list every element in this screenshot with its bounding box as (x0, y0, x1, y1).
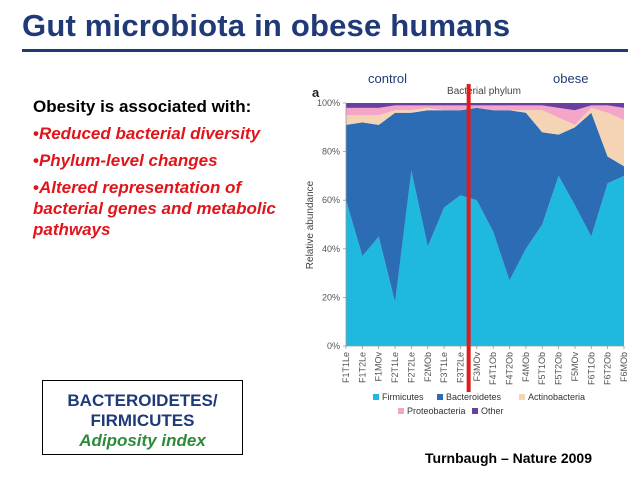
control-label: control (368, 71, 408, 86)
x-tick-label: F1T2Le (357, 352, 367, 383)
x-tick-label: F3T2Le (456, 352, 466, 383)
y-tick-label: 20% (322, 292, 340, 302)
bullet-dot: • (33, 178, 39, 197)
x-tick-label: F2T2Le (406, 352, 416, 383)
slide-title: Gut microbiota in obese humans (22, 8, 511, 43)
bullet-dot: • (33, 151, 39, 170)
x-tick-label: F4T1Ob (488, 352, 498, 385)
x-tick-label: F5T2Ob (554, 352, 564, 385)
legend-swatch-bacteroidetes (437, 394, 443, 400)
adiposity-index-box: BACTEROIDETES/ FIRMICUTES Adiposity inde… (42, 380, 243, 455)
y-tick-label: 100% (317, 98, 340, 108)
box-line-adiposity: Adiposity index (79, 431, 206, 450)
legend-swatch-proteobacteria (398, 408, 404, 414)
series-area-other (346, 103, 624, 111)
x-tick-label: F6T1Ob (586, 352, 596, 385)
obese-label: obese (553, 71, 589, 86)
x-tick-label: F6MOb (619, 352, 629, 382)
y-axis-label: Relative abundance (305, 180, 316, 269)
chart-title: Bacterial phylum (447, 86, 521, 97)
bullet-text: Altered representation of bacterial gene… (33, 178, 276, 239)
bullet-text: Phylum-level changes (38, 151, 218, 170)
x-tick-label: F4T2Ob (505, 352, 515, 385)
bullet-dot: • (33, 124, 39, 143)
panel-letter: a (312, 85, 320, 100)
x-tick-label: F1T1Le (341, 352, 351, 383)
legend-swatch-other (472, 408, 478, 414)
legend-label-actinobacteria: Actinobacteria (528, 392, 585, 402)
y-tick-label: 0% (327, 341, 340, 351)
x-tick-label: F1MOv (374, 352, 384, 382)
legend-swatch-firmicutes (373, 394, 379, 400)
y-tick-label: 80% (322, 147, 340, 157)
x-tick-label: F2MOb (423, 352, 433, 382)
bullet-phylum: •Phylum-level changes (33, 150, 278, 171)
intro-text: Obesity is associated with: (33, 97, 252, 116)
x-tick-label: F2T1Le (390, 352, 400, 383)
citation: Turnbaugh – Nature 2009 (425, 450, 593, 466)
legend-label-proteobacteria: Proteobacteria (407, 406, 466, 416)
x-tick-label: F5T1Ob (537, 352, 547, 385)
series-area-actinobacteria (346, 107, 624, 167)
x-tick-label: F3T1Le (439, 352, 449, 383)
x-tick-label: F3MOv (472, 352, 482, 382)
title-underline (22, 49, 628, 52)
y-tick-label: 60% (322, 195, 340, 205)
x-tick-label: F5MOv (570, 352, 580, 382)
legend-swatch-actinobacteria (519, 394, 525, 400)
bullet-text: Reduced bacterial diversity (38, 124, 261, 143)
series-area-bacteroidetes (346, 107, 624, 303)
legend-label-other: Other (481, 406, 504, 416)
box-line-bacteroidetes: BACTEROIDETES/ (67, 391, 218, 410)
bullet-diversity: •Reduced bacterial diversity (33, 123, 278, 144)
legend-label-bacteroidetes: Bacteroidetes (446, 392, 502, 402)
x-tick-label: F4MOb (521, 352, 531, 382)
left-text-block: Obesity is associated with: •Reduced bac… (33, 96, 278, 240)
box-line-firmicutes: FIRMICUTES (90, 411, 195, 430)
y-tick-label: 40% (322, 244, 340, 254)
series-area-proteobacteria (346, 105, 624, 125)
legend-label-firmicutes: Firmicutes (382, 392, 424, 402)
x-tick-label: F6T2Ob (603, 352, 613, 385)
bullet-genes: •Altered representation of bacterial gen… (33, 177, 278, 240)
series-area-firmicutes (346, 171, 624, 346)
